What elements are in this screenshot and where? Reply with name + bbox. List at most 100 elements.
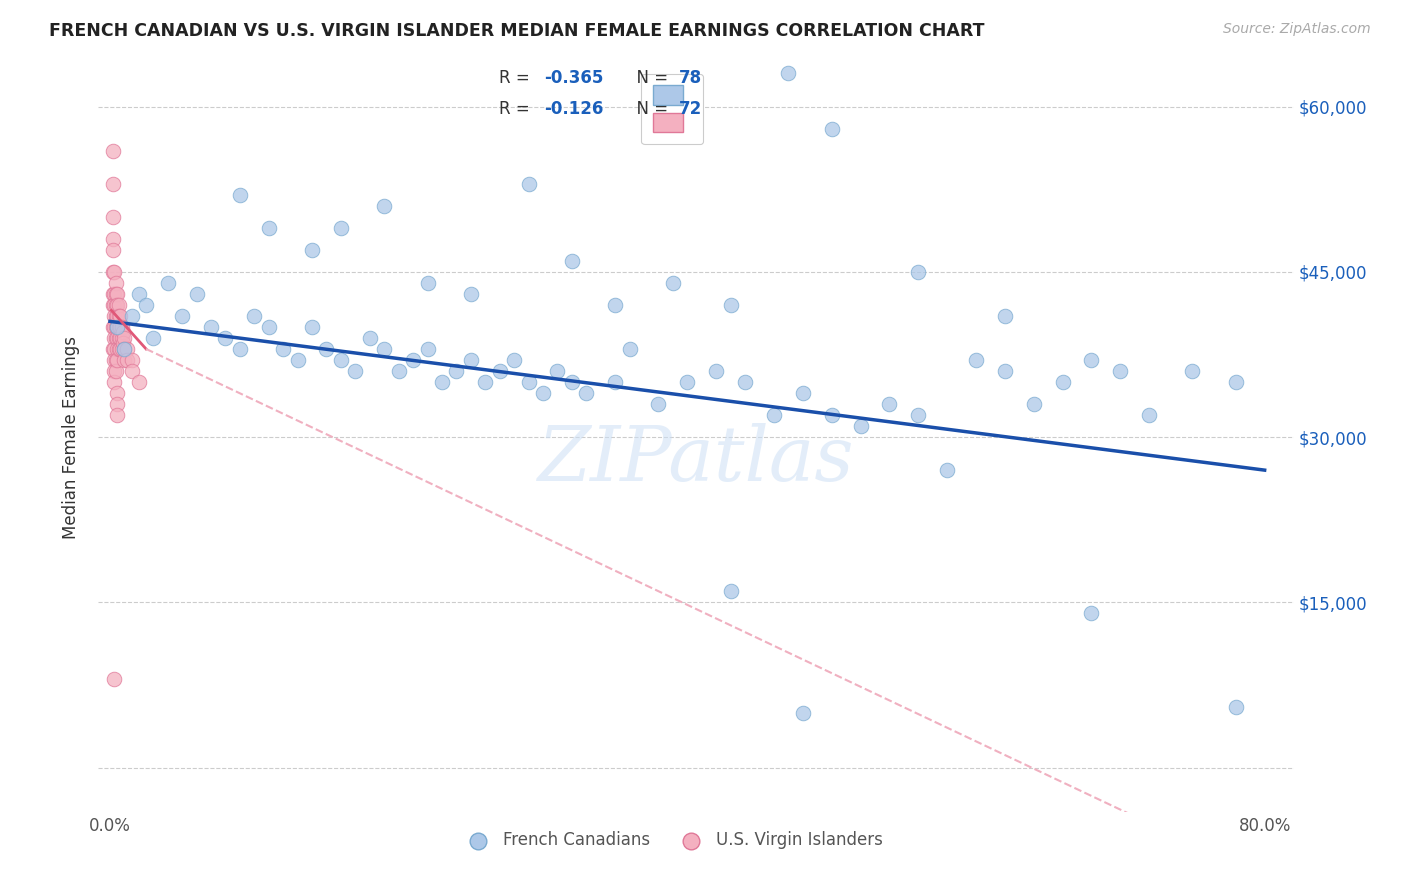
Point <box>546 364 568 378</box>
Point <box>1022 397 1045 411</box>
Point <box>117 342 139 356</box>
Point <box>104 309 127 323</box>
Point <box>103 286 125 301</box>
Text: -0.126: -0.126 <box>544 100 603 118</box>
Point <box>172 309 194 323</box>
Point <box>676 375 699 389</box>
Point <box>105 397 128 411</box>
Point <box>373 342 395 356</box>
Point <box>344 364 367 378</box>
Point <box>762 408 785 422</box>
Point <box>105 408 128 422</box>
Point <box>128 375 150 389</box>
Point <box>142 331 165 345</box>
Point <box>101 286 124 301</box>
Point <box>104 298 127 312</box>
Point <box>1052 375 1074 389</box>
Point <box>315 342 337 356</box>
Point <box>849 419 872 434</box>
Point <box>101 265 124 279</box>
Point <box>135 298 157 312</box>
Point <box>329 353 352 368</box>
Point <box>619 342 641 356</box>
Point <box>1080 353 1102 368</box>
Point <box>156 276 179 290</box>
Text: -0.365: -0.365 <box>544 69 603 87</box>
Point <box>257 220 280 235</box>
Point <box>107 331 129 345</box>
Point <box>101 144 124 158</box>
Point <box>517 375 540 389</box>
Point <box>104 364 127 378</box>
Point <box>103 298 125 312</box>
Point <box>108 309 131 323</box>
Point <box>104 331 127 345</box>
Point <box>121 309 143 323</box>
Point <box>110 319 132 334</box>
Point <box>105 386 128 401</box>
Point <box>229 187 252 202</box>
Point <box>531 386 554 401</box>
Point <box>103 353 125 368</box>
Point <box>561 253 583 268</box>
Point <box>101 210 124 224</box>
Point <box>373 199 395 213</box>
Y-axis label: Median Female Earnings: Median Female Earnings <box>62 335 80 539</box>
Point <box>101 319 124 334</box>
Point <box>605 298 627 312</box>
Point <box>575 386 598 401</box>
Point <box>994 364 1017 378</box>
Point <box>907 265 929 279</box>
Text: FRENCH CANADIAN VS U.S. VIRGIN ISLANDER MEDIAN FEMALE EARNINGS CORRELATION CHART: FRENCH CANADIAN VS U.S. VIRGIN ISLANDER … <box>49 22 984 40</box>
Point <box>561 375 583 389</box>
Point <box>108 342 131 356</box>
Point <box>460 353 482 368</box>
Point <box>103 375 125 389</box>
Point <box>1225 700 1247 714</box>
Point <box>101 298 124 312</box>
Point <box>879 397 901 411</box>
Point <box>105 319 128 334</box>
Point <box>517 177 540 191</box>
Point <box>503 353 526 368</box>
Point <box>1137 408 1160 422</box>
Point <box>104 276 127 290</box>
Text: N =: N = <box>626 69 673 87</box>
Point <box>101 177 124 191</box>
Point <box>112 353 135 368</box>
Point <box>243 309 266 323</box>
Point <box>907 408 929 422</box>
Text: ZIPatlas: ZIPatlas <box>537 423 855 497</box>
Point <box>117 353 139 368</box>
Point <box>662 276 685 290</box>
Point <box>1181 364 1204 378</box>
Point <box>936 463 959 477</box>
Point <box>416 276 439 290</box>
Point <box>112 342 135 356</box>
Point <box>103 265 125 279</box>
Point <box>103 364 125 378</box>
Point <box>460 286 482 301</box>
Point <box>1225 375 1247 389</box>
Legend: French Canadians, U.S. Virgin Islanders: French Canadians, U.S. Virgin Islanders <box>454 824 890 855</box>
Point <box>121 364 143 378</box>
Point <box>107 342 129 356</box>
Point <box>110 331 132 345</box>
Point <box>103 673 125 687</box>
Point <box>107 319 129 334</box>
Text: 72: 72 <box>679 100 703 118</box>
Point <box>101 342 124 356</box>
Point <box>128 286 150 301</box>
Point <box>105 286 128 301</box>
Point <box>112 331 135 345</box>
Point <box>488 364 510 378</box>
Point <box>1109 364 1132 378</box>
Point <box>105 319 128 334</box>
Point <box>112 342 135 356</box>
Point <box>200 319 222 334</box>
Point <box>101 243 124 257</box>
Point <box>105 309 128 323</box>
Point <box>965 353 987 368</box>
Point <box>186 286 208 301</box>
Text: R =: R = <box>499 100 536 118</box>
